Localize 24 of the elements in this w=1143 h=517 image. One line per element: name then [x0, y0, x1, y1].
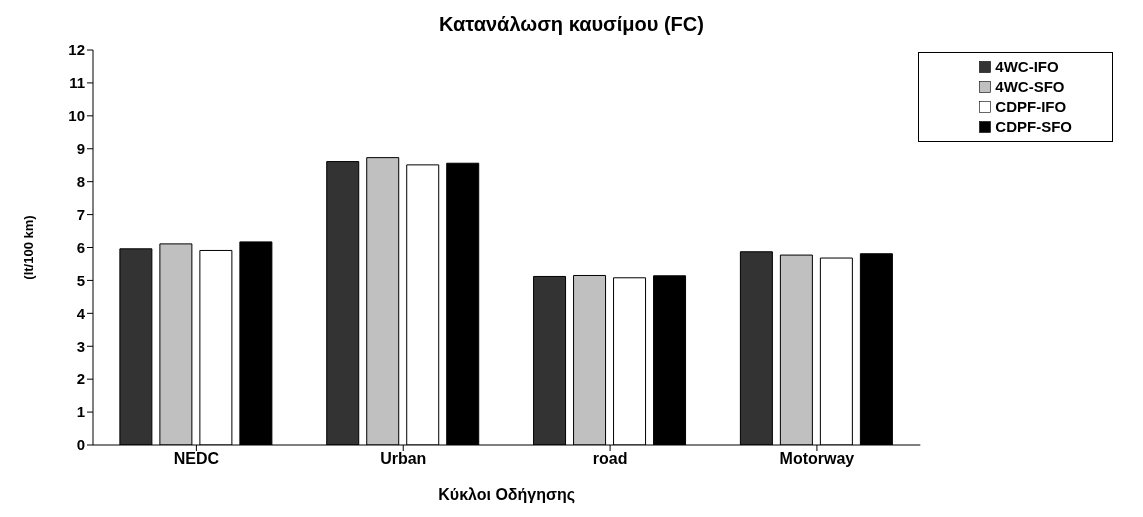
- y-tick-label: 11: [69, 74, 85, 92]
- legend-label: 4WC-IFO: [995, 57, 1059, 77]
- legend-label: CDPF-SFO: [995, 117, 1072, 137]
- x-tick-label: NEDC: [173, 450, 220, 468]
- y-tick-label: 8: [76, 172, 85, 190]
- chart-title: Κατανάλωση καυσίμου (FC): [438, 12, 705, 37]
- y-tick-label: 3: [76, 337, 85, 355]
- y-axis-title: (lt/100 km): [20, 215, 36, 280]
- x-tick-label: Motorway: [779, 450, 855, 468]
- legend-label: 4WC-SFO: [995, 77, 1065, 97]
- x-tick-label: Urban: [380, 450, 427, 468]
- y-tick-label: 7: [76, 205, 85, 223]
- y-tick-label: 5: [76, 271, 85, 289]
- legend-label: CDPF-IFO: [995, 97, 1067, 117]
- y-tick-label: 1: [76, 403, 85, 421]
- y-tick-label: 9: [76, 140, 85, 158]
- y-tick-label: 6: [76, 238, 85, 256]
- x-tick-label: road: [592, 450, 628, 468]
- y-tick-label: 10: [68, 107, 85, 125]
- y-tick-label: 2: [76, 370, 85, 388]
- y-tick-label: 0: [76, 436, 85, 454]
- y-tick-label: 12: [68, 41, 85, 59]
- x-axis-title: Κύκλοι Οδήγησης: [438, 486, 576, 504]
- y-tick-label: 4: [76, 304, 86, 322]
